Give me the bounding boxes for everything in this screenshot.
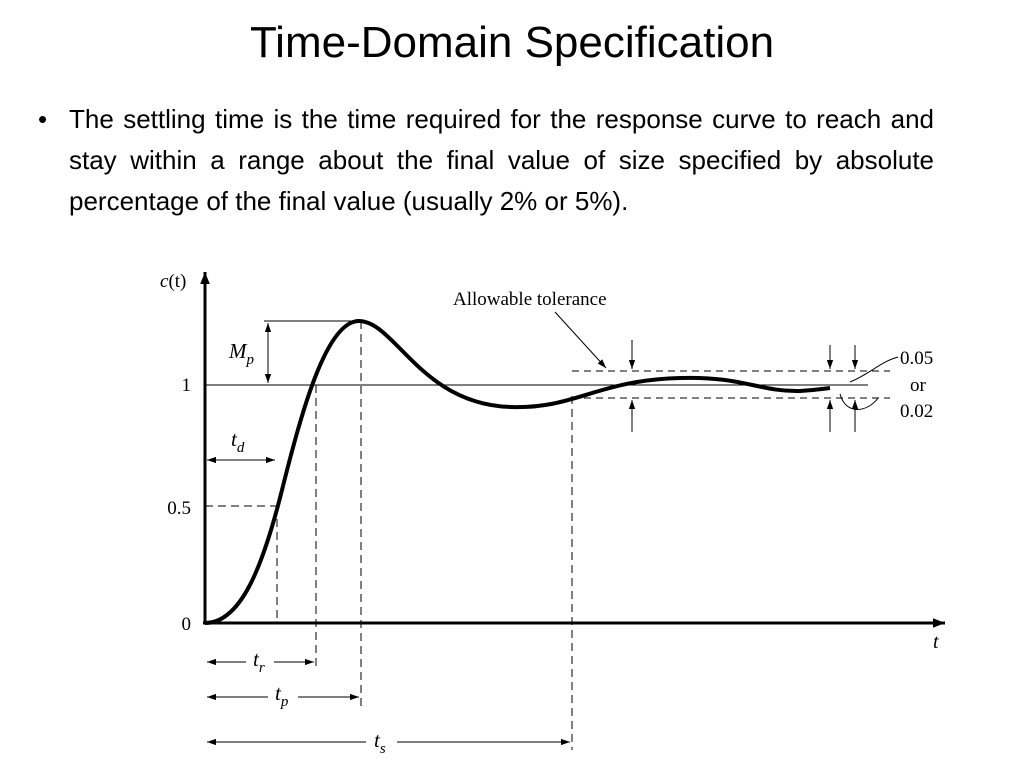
tolerance-value: or xyxy=(910,375,927,396)
response-curve xyxy=(204,318,831,625)
tolerance-leader-lower xyxy=(839,393,879,410)
td-label: td xyxy=(231,427,245,456)
y-tick-label: 1 xyxy=(182,375,192,396)
x-axis-label: t xyxy=(933,631,939,653)
tolerance-leader-upper xyxy=(849,356,899,383)
bullet-text: The settling time is the time required f… xyxy=(69,104,934,216)
slide-title: Time-Domain Specification xyxy=(249,18,775,67)
y-tick-label: 0.5 xyxy=(167,498,191,519)
ts-label: ts xyxy=(374,728,386,757)
tr-label: tr xyxy=(253,647,265,676)
tolerance-value: 0.05 xyxy=(900,348,933,369)
tolerance-pointer xyxy=(554,311,607,369)
bullet-point: • The settling time is the time required… xyxy=(38,99,934,222)
tp-label: tp xyxy=(275,681,289,710)
y-axis-label: c(t) xyxy=(160,271,186,292)
tolerance-annotation: Allowable tolerance xyxy=(453,289,607,310)
y-tick-label: 0 xyxy=(182,614,192,635)
mp-label: Mp xyxy=(228,339,255,368)
bullet-symbol: • xyxy=(38,104,48,134)
tolerance-value: 0.02 xyxy=(900,401,933,422)
